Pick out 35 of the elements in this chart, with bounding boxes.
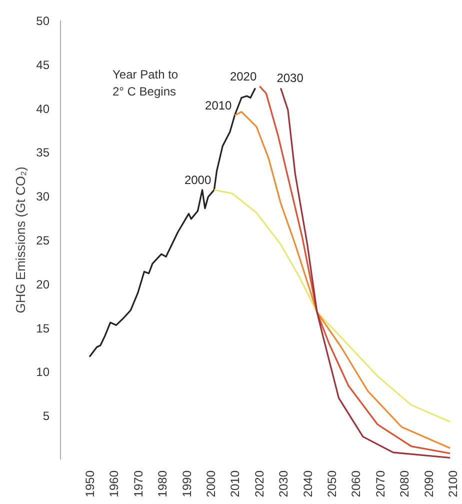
y-axis-title: GHG Emissions (Gt CO₂) — [13, 166, 28, 314]
x-tick-label: 2030 — [276, 470, 291, 498]
series-label: 2020 — [230, 69, 257, 84]
series-label: 2000 — [184, 172, 212, 187]
x-tick-label: 1980 — [156, 470, 170, 498]
line-series — [234, 111, 451, 449]
line-series — [88, 87, 256, 358]
x-tick-label: 2050 — [325, 470, 340, 498]
y-tick-label: 35 — [36, 146, 50, 160]
y-tick-label: 40 — [36, 102, 50, 116]
y-tick-label: 45 — [36, 58, 50, 72]
y-tick-label: 10 — [36, 365, 50, 380]
x-tick-label: 2000 — [204, 470, 218, 498]
y-tick-label: 20 — [36, 277, 50, 292]
x-tick-label: 2100 — [446, 470, 460, 498]
y-tick-label: 25 — [36, 234, 50, 248]
x-tick-label: 2040 — [300, 470, 315, 498]
x-tick-label: 1950 — [83, 470, 98, 498]
y-tick-label: 5 — [42, 409, 50, 424]
y-tick-label: 50 — [36, 14, 50, 28]
x-tick-label: 1970 — [131, 470, 146, 498]
x-tick-label: 2070 — [373, 470, 388, 498]
y-tick-label: 15 — [36, 321, 50, 336]
x-tick-label: 1990 — [180, 470, 194, 498]
series-label: 2010 — [205, 98, 232, 112]
y-tick-label: 30 — [36, 190, 50, 204]
line-series — [213, 189, 451, 423]
x-tick-label: 2020 — [252, 470, 266, 498]
x-tick-label: 2060 — [349, 470, 364, 498]
annotation: Year Path to 2° C Begins — [112, 68, 178, 98]
x-tick-label: 2080 — [398, 470, 412, 498]
series-label: 2030 — [276, 71, 304, 86]
x-tick-label: 1960 — [107, 470, 122, 498]
x-tick-label: 2010 — [228, 470, 242, 498]
x-tick-label: 2090 — [422, 470, 436, 498]
